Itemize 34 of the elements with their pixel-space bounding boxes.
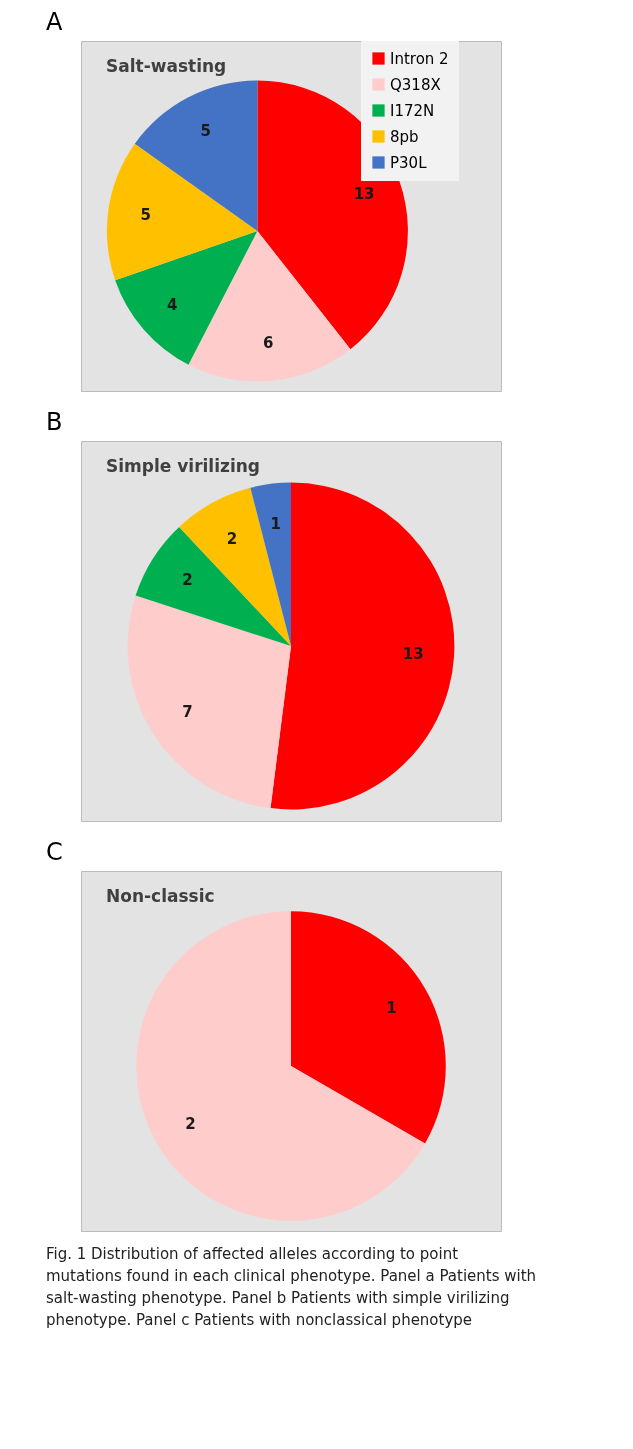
data-label: 1 (386, 998, 397, 1017)
chart-title: Simple virilizing (106, 456, 260, 476)
data-label: 2 (185, 1115, 196, 1134)
text: B (46, 408, 63, 436)
data-label: 13 (402, 644, 424, 663)
pie-slice (136, 911, 426, 1221)
data-label: 7 (182, 702, 193, 721)
pie-slice (270, 482, 455, 810)
pie-slice (115, 231, 258, 365)
data-label: 2 (226, 529, 238, 548)
text: Salt-wasting (106, 56, 227, 76)
pie-slice (291, 911, 446, 1144)
chart-title: Non-classic (106, 886, 215, 906)
pie-slice (179, 487, 291, 646)
data-label: 6 (262, 334, 274, 353)
data-label: 13 (353, 185, 375, 204)
text: C (46, 838, 63, 866)
data-label: 5 (200, 121, 211, 140)
legend-label: I172N (390, 101, 435, 120)
data-label: 2 (182, 571, 193, 590)
legend-label: Intron 2 (390, 49, 449, 68)
caption: Fig. 1 Distribution of affected alleles according to point mutations found in each clinical phenotype. Panel a Patients with salt-wasting phenotype. Panel b Patients with simple virilizing phenotype. Panel c Patients with nonclassical phenotype (46, 1245, 537, 1329)
legend-label: 8pb (390, 127, 419, 146)
pie-slice (127, 595, 291, 809)
legend-label: P30L (390, 153, 428, 172)
data-label: 4 (166, 295, 178, 314)
pie-slice (188, 231, 351, 382)
data-label: 5 (140, 205, 151, 224)
text: A (46, 8, 63, 36)
pie-slice (250, 482, 291, 646)
legend-label: Q318X (390, 75, 441, 94)
data-label: 1 (270, 515, 281, 534)
pie-slice (134, 80, 258, 231)
pie-slice (106, 143, 258, 281)
